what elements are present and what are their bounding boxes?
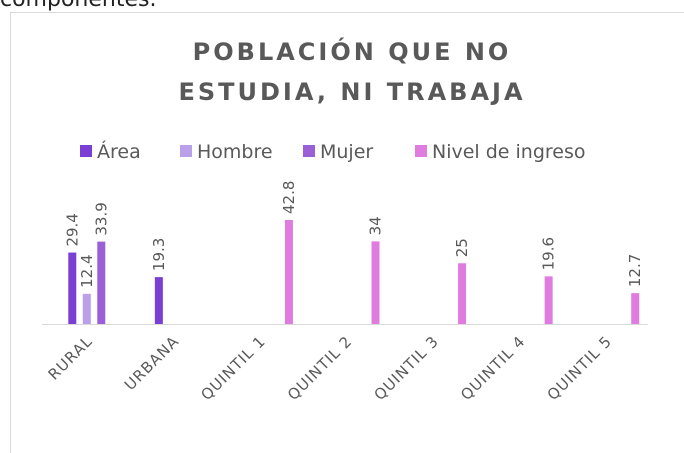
x-tick-label: QUINTIL 5 [544,332,616,404]
bar [544,276,553,324]
x-tick-label: URBANA [121,332,183,394]
data-label: 42.8 [280,181,298,214]
legend-label: Área [97,140,141,163]
bar [458,263,467,324]
legend-label: Nivel de ingreso [432,141,586,163]
legend-swatch [415,145,427,157]
data-label: 19.3 [150,238,168,271]
data-label: 25 [453,238,471,257]
data-label: 19.6 [540,237,558,270]
caption: componentes. [0,0,156,12]
legend-label: Mujer [320,141,373,163]
legend-swatch [80,145,92,157]
chart-title: ESTUDIA, NI TRABAJA [178,78,525,106]
legend-swatch [180,145,192,157]
legend-swatch [303,145,315,157]
bar [284,220,293,324]
bar [631,293,640,324]
chart-title: POBLACIÓN QUE NO [193,36,512,66]
data-label: 33.9 [92,202,110,235]
bar [68,252,77,324]
x-tick-label: QUINTIL 4 [457,332,529,404]
x-tick-label: QUINTIL 1 [197,332,269,404]
data-label: 29.4 [63,213,81,246]
bar [82,293,91,324]
bar [371,241,380,324]
x-tick-label: QUINTIL 2 [284,332,356,404]
chart-frame [10,12,684,453]
legend-label: Hombre [197,141,273,163]
data-label: 12.7 [626,254,644,287]
data-label: 12.4 [78,254,96,287]
bar [154,277,163,324]
bar [97,241,106,324]
x-tick-label: QUINTIL 3 [370,332,442,404]
data-label: 34 [367,216,385,235]
x-tick-label: RURAL [45,332,97,384]
